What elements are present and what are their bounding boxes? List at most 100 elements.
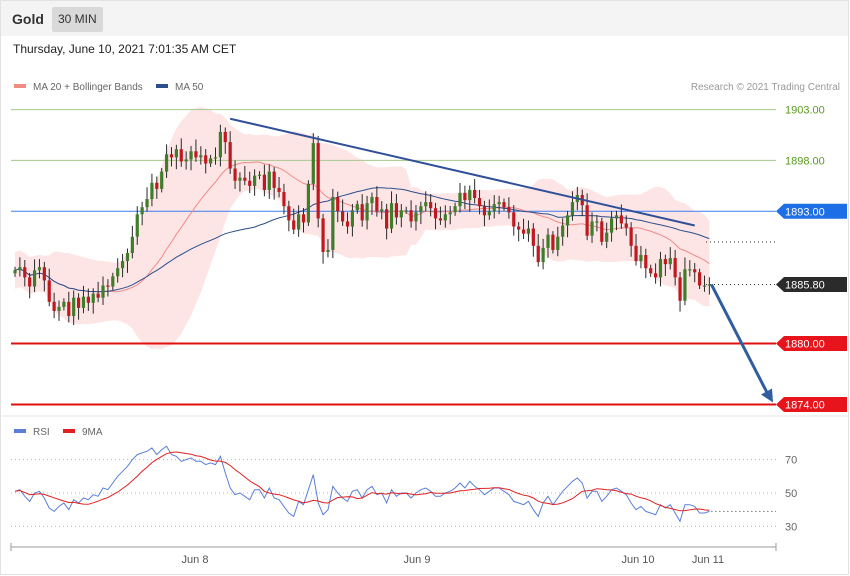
timeframe-button[interactable]: 30 MIN	[52, 7, 103, 32]
price-level-label: 1874.00	[785, 400, 825, 412]
candle-body	[13, 270, 17, 274]
candle-body	[125, 252, 130, 262]
candle-body	[160, 171, 164, 189]
candle-body	[443, 214, 447, 221]
candle-body	[546, 234, 550, 248]
candle-body	[355, 204, 359, 211]
price-level-badge	[776, 203, 847, 219]
rsi-line	[14, 445, 710, 523]
candle-body	[218, 131, 222, 158]
candle-body	[345, 221, 350, 227]
x-axis-date-label: Jun 11	[692, 554, 724, 566]
candle-body	[96, 293, 100, 298]
candle-body	[360, 204, 364, 221]
candle-body	[67, 301, 71, 317]
candle-body	[350, 210, 355, 227]
candle-body	[624, 223, 628, 228]
candle-body	[473, 189, 477, 199]
candle-body	[174, 149, 178, 158]
candle-body	[37, 267, 42, 271]
candle-body	[502, 202, 506, 208]
candle-body	[668, 258, 672, 265]
candle-body	[526, 228, 531, 234]
candle-body	[262, 174, 266, 190]
candle-body	[653, 273, 658, 278]
rsi-axis-label: 70	[785, 455, 797, 467]
candle-body	[693, 269, 697, 273]
legend-label-9ma: 9MA	[82, 427, 103, 438]
candle-body	[570, 202, 575, 216]
candle-body	[233, 168, 237, 181]
candle-body	[326, 249, 330, 252]
candle-body	[204, 155, 208, 164]
candle-body	[86, 296, 90, 303]
candle-body	[541, 247, 545, 263]
candle-body	[531, 228, 535, 246]
candle-body	[565, 215, 570, 226]
candle-body	[42, 267, 46, 281]
candle-body	[512, 212, 516, 227]
candle-body	[57, 306, 61, 311]
candle-body	[130, 236, 134, 253]
forecast-arrowhead	[761, 388, 773, 403]
candle-body	[81, 296, 86, 308]
candle-body	[595, 221, 599, 223]
candle-body	[688, 269, 692, 271]
candle-body	[419, 206, 423, 213]
candle-body	[458, 192, 462, 207]
candle-body	[199, 155, 203, 158]
candle-body	[76, 297, 81, 308]
candle-body	[106, 285, 110, 287]
candle-body	[292, 220, 296, 230]
candle-body	[619, 215, 623, 224]
candle-body	[248, 180, 252, 186]
candle-body	[614, 215, 619, 219]
candle-body	[253, 175, 257, 186]
candle-body	[404, 210, 408, 212]
legend-swatch-9ma	[63, 429, 75, 433]
candle-body	[409, 210, 413, 222]
candle-body	[228, 142, 232, 169]
ma50-line	[14, 187, 710, 293]
candle-body	[658, 259, 663, 278]
candle-body	[120, 261, 125, 269]
candle-body	[507, 207, 511, 213]
candle-body	[649, 268, 653, 274]
price-level-label: 1898.00	[785, 155, 825, 167]
candle-body	[297, 214, 301, 230]
candle-body	[375, 197, 379, 212]
candle-body	[634, 245, 638, 262]
candle-body	[521, 229, 526, 234]
candle-body	[52, 301, 56, 311]
candle-body	[72, 297, 76, 317]
candle-body	[111, 276, 115, 287]
candle-body	[429, 202, 433, 209]
candle-body	[189, 151, 193, 160]
candle-body	[91, 293, 95, 303]
candle-body	[301, 214, 306, 223]
candle-body	[213, 157, 218, 159]
legend-label-rsi: RSI	[33, 427, 50, 438]
candle-body	[438, 218, 443, 221]
candle-body	[399, 210, 403, 218]
candle-body	[32, 270, 37, 287]
candle-body	[140, 207, 144, 215]
candle-body	[453, 206, 457, 213]
candle-body	[561, 225, 565, 237]
candle-body	[135, 214, 139, 237]
candle-body	[468, 189, 472, 201]
candle-body	[238, 177, 242, 181]
candle-body	[463, 192, 467, 201]
candle-body	[600, 221, 604, 242]
candle-body	[321, 218, 325, 252]
candle-body	[629, 227, 633, 246]
candle-body	[385, 209, 389, 229]
candle-body	[336, 197, 340, 212]
candle-body	[306, 183, 310, 223]
candle-body	[101, 285, 105, 298]
candle-body	[702, 285, 707, 287]
rsi-9ma-line	[14, 451, 710, 512]
candle-body	[497, 202, 501, 205]
candle-body	[194, 151, 198, 158]
